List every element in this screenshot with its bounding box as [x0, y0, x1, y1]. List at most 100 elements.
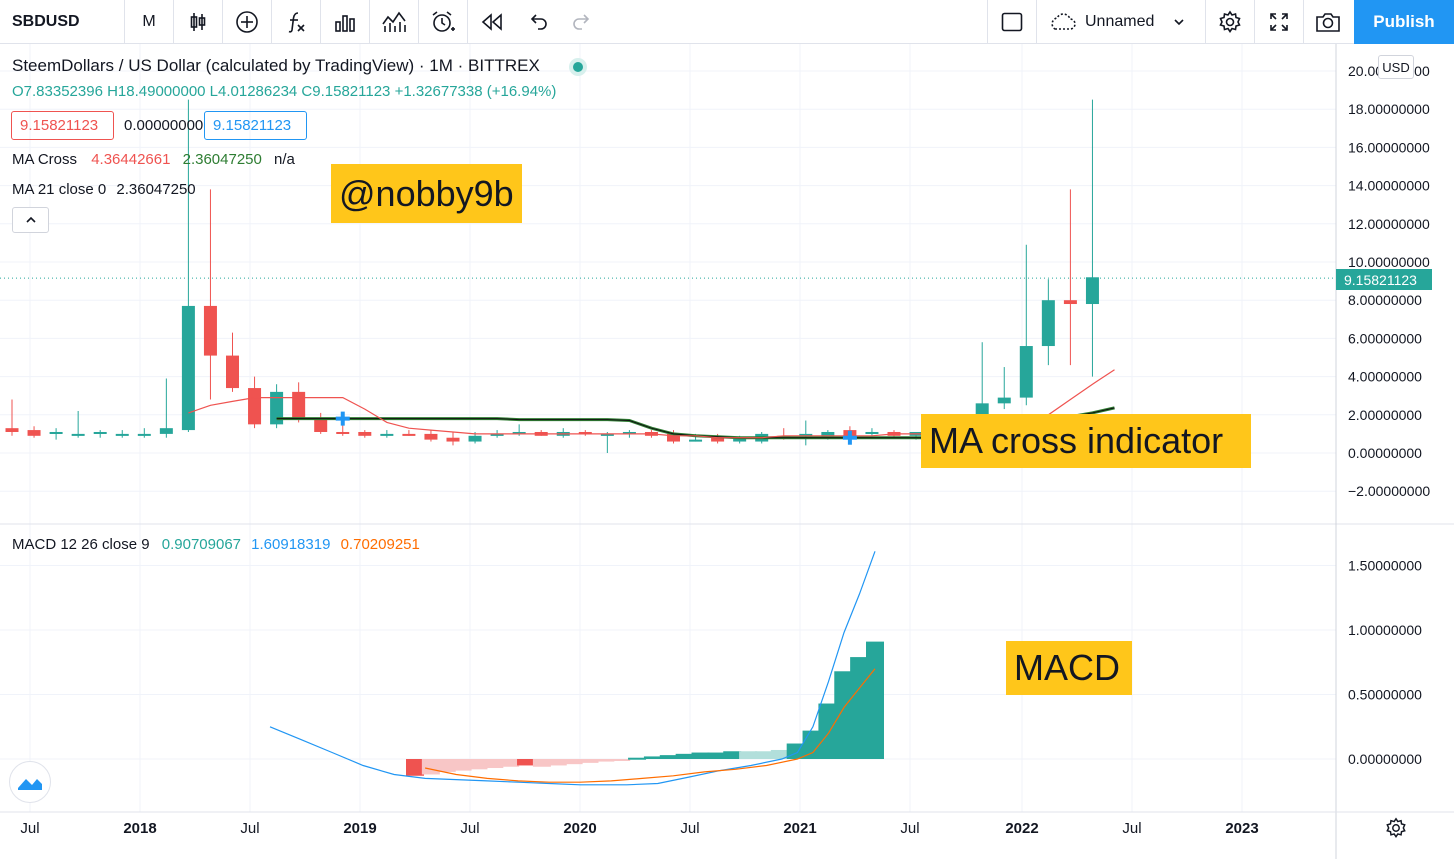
- candle-body: [733, 437, 747, 442]
- macd-tick-label: 0.00000000: [1348, 751, 1422, 767]
- ma-cross-annotation[interactable]: MA cross indicator: [921, 414, 1251, 468]
- time-axis-label: 2018: [123, 820, 156, 837]
- redo-icon: [573, 13, 590, 30]
- layout-name-button[interactable]: Unnamed: [1037, 0, 1205, 44]
- price-tick-label: −2.00000000: [1348, 483, 1430, 499]
- price-tick-label: 16.00000000: [1348, 139, 1430, 155]
- currency-badge[interactable]: USD: [1378, 55, 1414, 79]
- chart-type-button[interactable]: [174, 0, 222, 44]
- macd-histogram-bar: [802, 730, 821, 759]
- templates-icon: [382, 11, 406, 32]
- macd-histogram-bar: [754, 751, 773, 759]
- interval-button[interactable]: M: [142, 12, 156, 30]
- macd-histogram-bar: [437, 759, 456, 772]
- financials-button[interactable]: [321, 0, 369, 44]
- candle-body: [93, 431, 107, 434]
- candle-body: [181, 305, 195, 431]
- fullscreen-button[interactable]: [1255, 0, 1303, 44]
- candle-body: [336, 431, 350, 434]
- rewind-icon: [481, 12, 502, 31]
- macd-histogram-bar: [501, 759, 520, 767]
- candle-body: [667, 433, 680, 442]
- alert-button[interactable]: [419, 0, 467, 44]
- candle-body: [248, 388, 262, 425]
- macd-line-value: 1.60918319: [251, 536, 331, 553]
- price-tick-label: 6.00000000: [1348, 330, 1422, 346]
- candle-body: [159, 428, 173, 434]
- compare-button[interactable]: [223, 0, 271, 44]
- ma-cross-fast-value: 4.36442661: [91, 151, 171, 168]
- layout-button[interactable]: [988, 0, 1036, 44]
- candle-body: [380, 433, 394, 436]
- author-annotation[interactable]: @nobby9b: [331, 164, 522, 223]
- ma21-legend[interactable]: MA 21 close 0 2.36047250: [12, 181, 200, 198]
- collapse-legend-button[interactable]: [12, 207, 49, 233]
- macd-histogram-bar: [675, 753, 694, 759]
- time-axis-settings-button[interactable]: [1385, 817, 1407, 839]
- price-tick-label: 4.00000000: [1348, 369, 1422, 385]
- macd-tick-label: 0.50000000: [1348, 687, 1422, 703]
- price-tick-label: 18.00000000: [1348, 101, 1430, 117]
- macd-histogram-bar: [453, 759, 472, 771]
- price-tick-label: 12.00000000: [1348, 216, 1430, 232]
- candle-body: [490, 433, 504, 436]
- chart-canvas[interactable]: 20.0000000018.0000000016.0000000014.0000…: [0, 44, 1454, 859]
- tradingview-logo[interactable]: [9, 761, 51, 803]
- replay-button[interactable]: [468, 0, 516, 44]
- macd-histogram-bar: [834, 671, 853, 759]
- time-axis-label: Jul: [460, 820, 479, 837]
- price-tick-label: 2.00000000: [1348, 407, 1422, 423]
- time-axis-label: Jul: [680, 820, 699, 837]
- candle-body: [821, 431, 835, 438]
- templates-button[interactable]: [370, 0, 418, 44]
- macd-name: MACD 12 26 close 9: [12, 536, 150, 553]
- settings-button[interactable]: [1206, 0, 1254, 44]
- publish-button[interactable]: Publish: [1354, 0, 1454, 44]
- macd-histogram-bar: [469, 759, 488, 770]
- macd-annotation[interactable]: MACD: [1006, 641, 1132, 695]
- square-layout-icon: [1001, 12, 1023, 31]
- macd-histogram-bar: [406, 759, 424, 776]
- spread-value: 0.00000000: [124, 117, 204, 134]
- ma-cross-legend[interactable]: MA Cross 4.36442661 2.36047250 n/a: [12, 151, 299, 168]
- candle-body: [358, 431, 372, 436]
- symbol-title-row: SteemDollars / US Dollar (calculated by …: [12, 56, 587, 76]
- bid-price-box[interactable]: 9.15821123: [11, 111, 114, 140]
- signal-line: [424, 668, 876, 783]
- candle-body: [270, 391, 284, 425]
- macd-legend[interactable]: MACD 12 26 close 9 0.90709067 1.60918319…: [12, 536, 424, 553]
- ma21-value: 2.36047250: [116, 181, 196, 198]
- candle-body: [49, 431, 63, 434]
- symbol-search-button[interactable]: SBDUSD: [12, 12, 80, 30]
- plus-circle-icon: [236, 10, 258, 33]
- symbol-title: SteemDollars / US Dollar (calculated by …: [12, 56, 540, 75]
- candle-body: [115, 433, 129, 436]
- cloud-icon: [1051, 12, 1076, 30]
- candle-body: [1063, 300, 1077, 305]
- macd-tick-label: 1.00000000: [1348, 622, 1422, 638]
- macd-histogram-bar: [421, 759, 440, 775]
- macd-histogram-bar: [532, 759, 551, 767]
- candle-body: [27, 430, 41, 436]
- alarm-clock-icon: [432, 10, 455, 32]
- macd-histogram-bar: [866, 641, 884, 759]
- candle-body: [711, 437, 725, 442]
- candle-body: [203, 305, 217, 356]
- market-status-dot: [572, 61, 583, 72]
- top-toolbar: SBDUSD M: [0, 0, 1454, 44]
- time-axis-label: 2020: [563, 820, 596, 837]
- indicators-button[interactable]: [272, 0, 320, 44]
- macd-histogram-bar: [580, 759, 599, 763]
- price-tick-label: 10.00000000: [1348, 254, 1430, 270]
- ask-price-box[interactable]: 9.15821123: [204, 111, 307, 140]
- macd-histogram-bar: [628, 757, 647, 760]
- undo-button[interactable]: [516, 0, 560, 44]
- ma-cross-extra-value: n/a: [274, 151, 295, 168]
- chevron-up-icon: [25, 216, 36, 223]
- fullscreen-icon: [1270, 12, 1288, 31]
- snapshot-button[interactable]: [1304, 0, 1352, 44]
- candle-body: [1085, 277, 1099, 305]
- redo-button[interactable]: [560, 0, 604, 44]
- price-tick-label: 14.00000000: [1348, 178, 1430, 194]
- candle-body: [71, 433, 85, 436]
